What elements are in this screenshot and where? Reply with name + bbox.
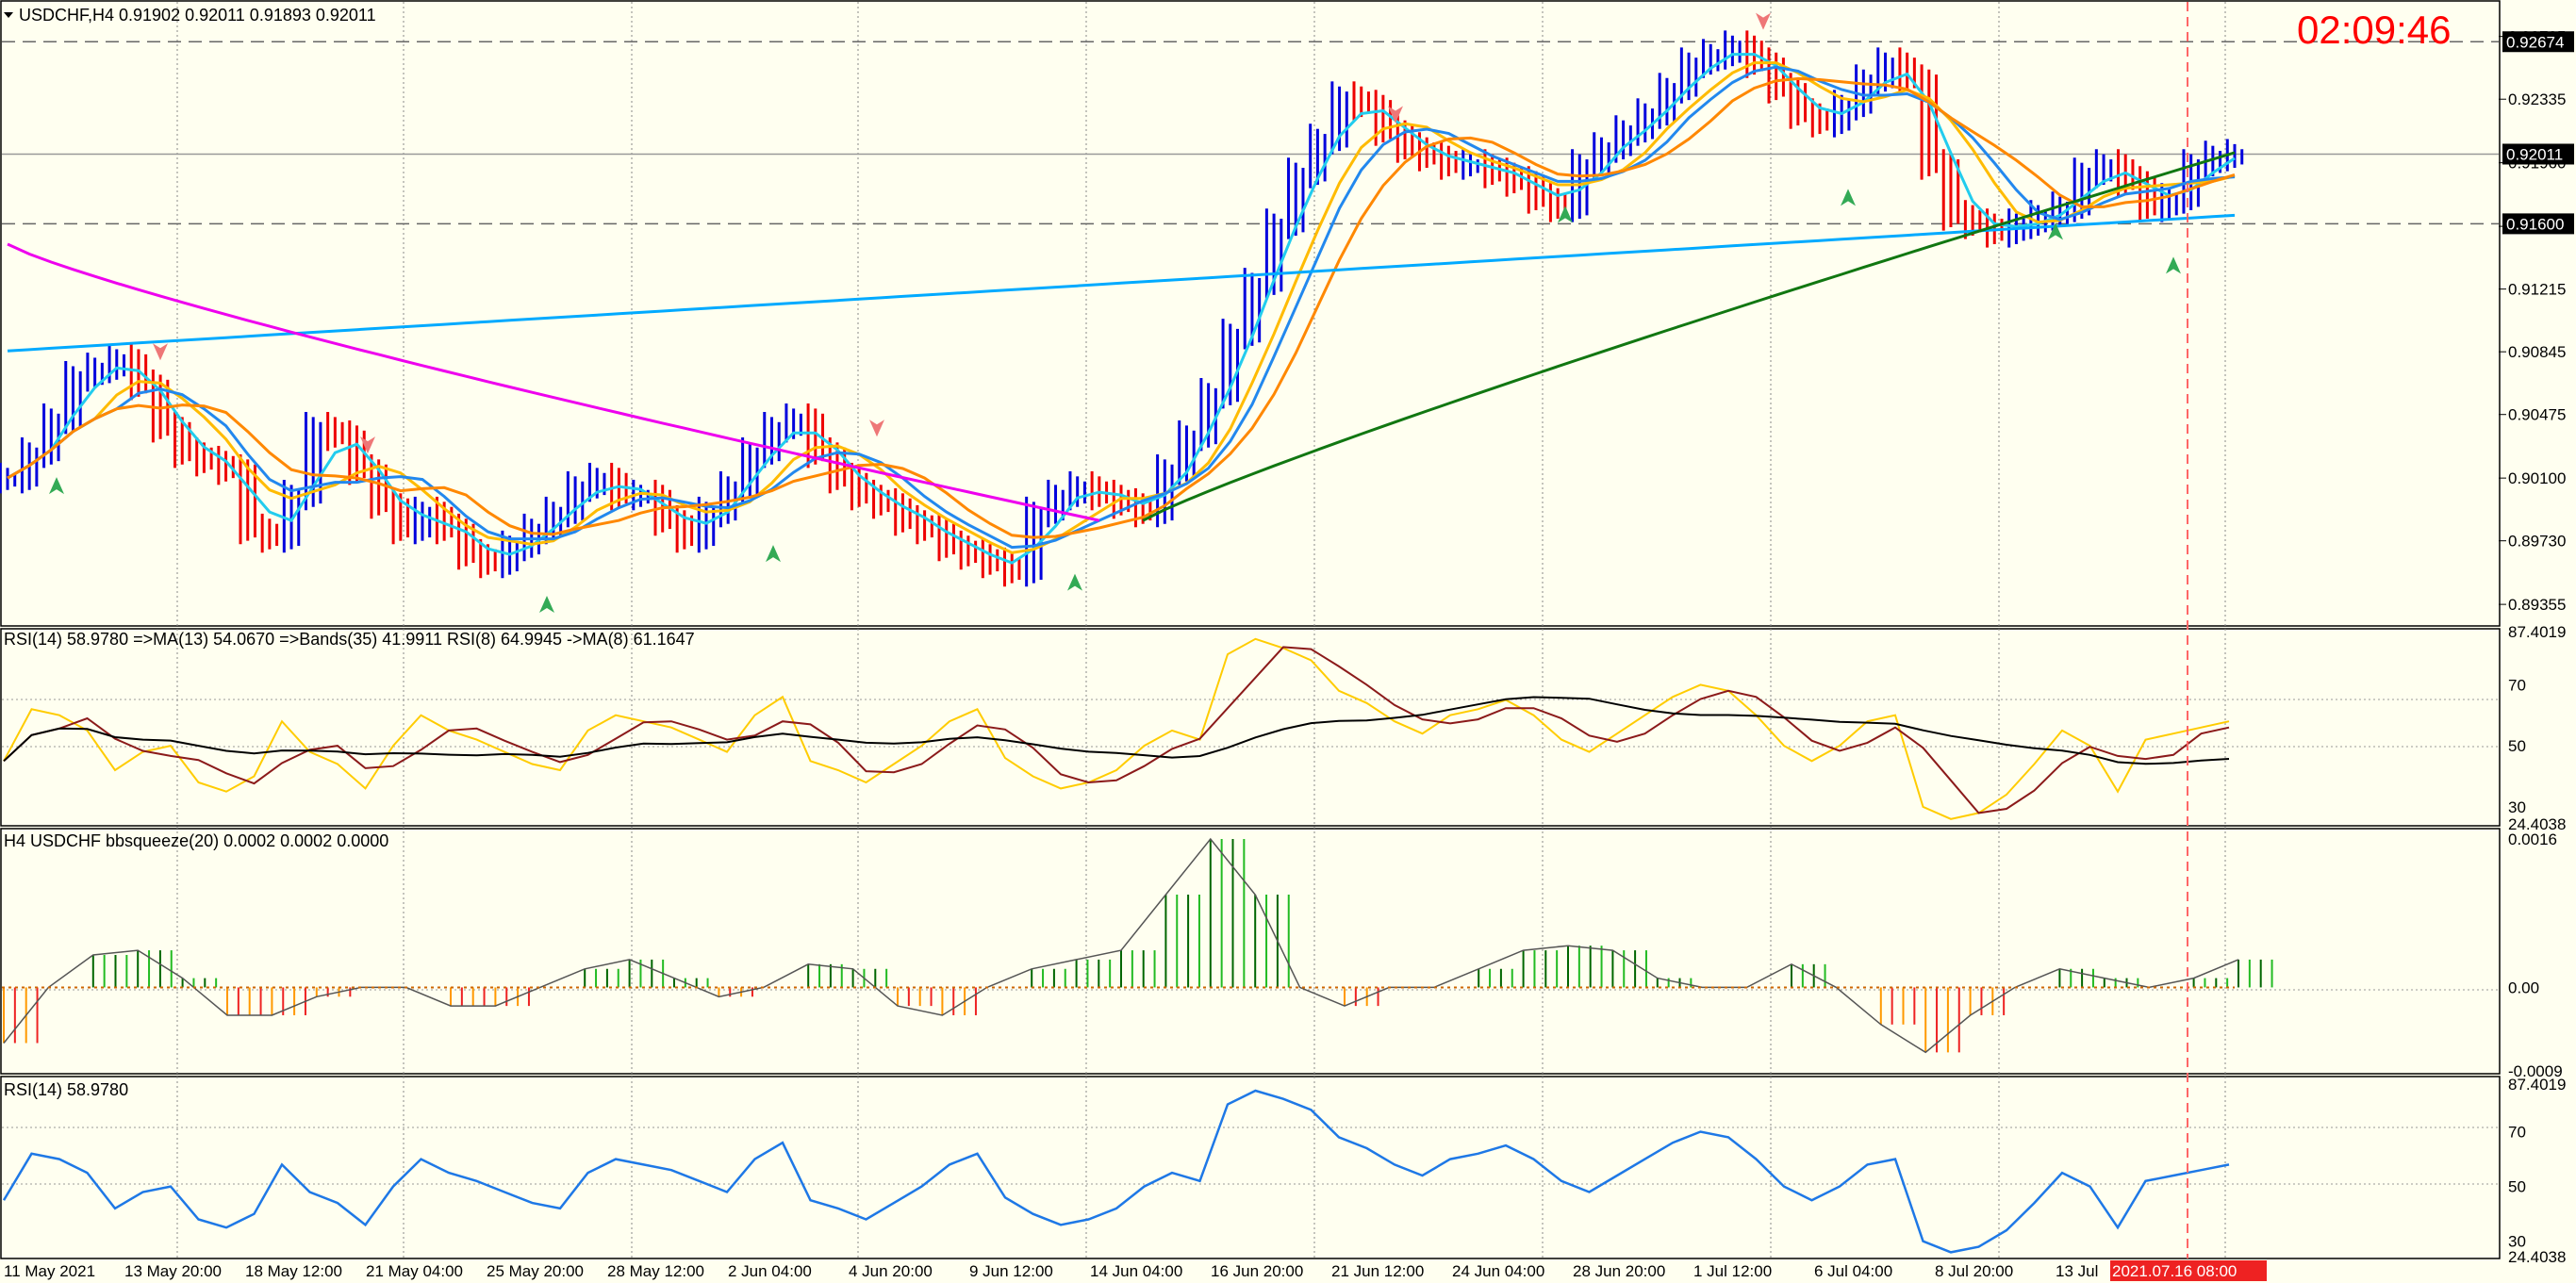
rsi-multi-tick-label: 30 [2508, 798, 2526, 816]
time-label: 11 May 2021 [4, 1262, 95, 1280]
price-level-label: 0.91600 [2506, 215, 2564, 233]
price-panel [0, 12, 2499, 614]
cursor-time-box [2110, 1260, 2267, 1281]
rsi-multi-title: RSI(14) 58.9780 =>MA(13) 54.0670 =>Bands… [4, 630, 695, 649]
time-label: 28 Jun 20:00 [1573, 1262, 1665, 1280]
panel-frame-0 [0, 0, 2501, 627]
price-tick-label: 0.90100 [2508, 469, 2566, 487]
buy-arrow-icon [2166, 256, 2181, 274]
time-label: 2 Jun 04:00 [728, 1262, 812, 1280]
rsi-tick-label: 24.4038 [2508, 1248, 2566, 1266]
price-tick-label: 0.89355 [2508, 596, 2566, 614]
collapse-triangle-icon[interactable] [4, 12, 13, 18]
rsi-ma-line [3, 646, 2230, 814]
time-label: 8 Jul 20:00 [1935, 1262, 2013, 1280]
rsi-title: RSI(14) 58.9780 [4, 1080, 128, 1099]
rsi-multi-tick-label: 87.4019 [2508, 623, 2566, 641]
rsi-tick-label: 70 [2508, 1124, 2526, 1142]
chart-grid [0, 0, 2501, 1259]
sell-arrow-icon [153, 343, 168, 361]
squeeze-outline [3, 837, 2239, 1054]
ma-orange-line [7, 76, 2236, 539]
time-label: 21 May 04:00 [366, 1262, 463, 1280]
price-tick-label: 0.90475 [2508, 406, 2566, 424]
price-tick-label: 0.92335 [2508, 90, 2566, 108]
bbsqueeze-panel [2, 837, 2273, 1054]
buy-arrow-icon [1841, 189, 1856, 206]
rsi-multi-panel [3, 637, 2230, 820]
time-label: 13 Jul [2056, 1262, 2098, 1280]
sell-arrow-icon [1388, 106, 1403, 123]
rsi14-line [2, 1089, 2230, 1254]
time-label: 1 Jul 12:00 [1693, 1262, 1772, 1280]
price-level-label: 0.92011 [2506, 145, 2563, 163]
rsi-multi-tick-label: 50 [2508, 737, 2526, 755]
cursor-time-label: 2021.07.16 08:00 [2112, 1262, 2237, 1280]
symbol-info: USDCHF,H4 0.91902 0.92011 0.91893 0.9201… [19, 6, 376, 25]
time-label: 16 Jun 20:00 [1211, 1262, 1303, 1280]
sell-arrow-icon [1756, 12, 1771, 30]
price-tick-label: 0.91215 [2508, 281, 2566, 299]
bbsqueeze-title: H4 USDCHF bbsqueeze(20) 0.0002 0.0002 0.… [4, 831, 388, 850]
sell-arrow-icon [869, 419, 884, 437]
time-label: 9 Jun 12:00 [969, 1262, 1053, 1280]
buy-arrow-icon [1067, 573, 1082, 591]
price-tick-label: 0.89730 [2508, 533, 2566, 551]
rsi-multi-tick-label: 24.4038 [2508, 815, 2566, 833]
time-label: 21 Jun 12:00 [1331, 1262, 1424, 1280]
panel-frame-1 [0, 628, 2501, 827]
rsi-tick-label: 50 [2508, 1178, 2526, 1196]
time-label: 28 May 12:00 [607, 1262, 704, 1280]
time-label: 24 Jun 04:00 [1452, 1262, 1544, 1280]
time-label: 13 May 20:00 [124, 1262, 222, 1280]
rsi-bands-line [3, 696, 2230, 765]
price-level-label: 0.92674 [2506, 33, 2564, 51]
squeeze-tick-label: 0.00 [2508, 979, 2539, 996]
rsi-multi-tick-label: 70 [2508, 676, 2526, 694]
sell-arrow-icon [360, 436, 375, 454]
buy-arrow-icon [1558, 206, 1573, 223]
buy-arrow-icon [766, 545, 781, 563]
axes: 0.927050.923350.919600.915850.912150.908… [4, 2, 2574, 1281]
time-label: 6 Jul 04:00 [1814, 1262, 1892, 1280]
ma-yellow-line [7, 61, 2236, 554]
squeeze-tick-label: -0.0009 [2508, 1062, 2563, 1080]
time-label: 14 Jun 04:00 [1090, 1262, 1182, 1280]
rsi-tick-label: 30 [2508, 1233, 2526, 1251]
buy-arrow-icon [539, 596, 554, 614]
buy-arrow-icon [49, 477, 64, 495]
ma-sky-line [7, 213, 2236, 353]
time-label: 18 May 12:00 [245, 1262, 342, 1280]
rsi8-line [3, 637, 2230, 820]
rsi-panel [2, 1089, 2230, 1254]
time-label: 25 May 20:00 [487, 1262, 584, 1280]
price-level-box [2502, 143, 2574, 165]
squeeze-tick-label: 0.0016 [2508, 831, 2557, 848]
time-label: 4 Jun 20:00 [849, 1262, 933, 1280]
ma-green-line [1142, 151, 2236, 522]
clock-text: 02:09:46 [2297, 8, 2452, 52]
price-level-box [2502, 31, 2574, 53]
price-level-box [2502, 213, 2574, 235]
rsi-tick-label: 87.4019 [2508, 1076, 2566, 1094]
ma-magenta-line [7, 242, 1100, 522]
ma-blue-line [7, 65, 2236, 550]
panel-frame-2 [0, 828, 2501, 1075]
panel-frame-3 [0, 1076, 2501, 1259]
price-tick-label: 0.90845 [2508, 343, 2566, 361]
buy-arrow-icon [2048, 222, 2063, 240]
